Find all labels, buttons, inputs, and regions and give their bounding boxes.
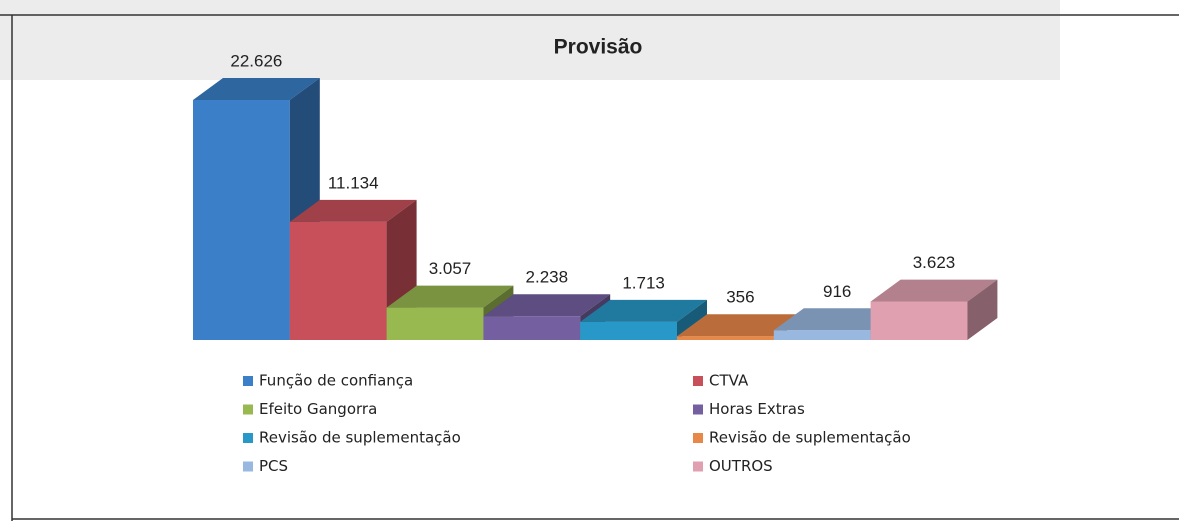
legend-label: Revisão de suplementação — [259, 429, 461, 447]
chart-title: Provisão — [554, 36, 643, 59]
value-label: 916 — [823, 282, 851, 301]
legend-label: Horas Extras — [709, 400, 805, 418]
bar-side — [967, 279, 998, 340]
bar-top — [193, 78, 320, 100]
legend-swatch — [693, 376, 703, 386]
bar-front — [870, 301, 968, 340]
bar-front — [677, 336, 774, 340]
legend-label: Função de confiança — [259, 372, 413, 390]
scan-bleed — [0, 0, 1060, 80]
legend-swatch — [243, 461, 253, 472]
bar-front — [483, 316, 581, 340]
bar-front — [773, 330, 871, 340]
legend-swatch — [693, 433, 703, 443]
bar-front — [386, 307, 484, 340]
bar-front — [289, 221, 387, 340]
legend-swatch — [693, 461, 703, 472]
legend-label: PCS — [259, 457, 288, 475]
bar-side — [677, 299, 707, 340]
legend-label: Revisão de suplementação — [709, 429, 911, 447]
bar-top — [289, 199, 417, 222]
legend-swatch — [243, 433, 253, 443]
value-label: 3.057 — [429, 259, 472, 278]
bar-top — [483, 294, 611, 317]
bar-top — [677, 314, 804, 337]
value-label: 22.626 — [230, 51, 282, 70]
legend-label: CTVA — [709, 372, 749, 390]
bar-top — [580, 299, 707, 322]
bar-top — [386, 285, 514, 308]
value-label: 2.238 — [526, 268, 569, 287]
legend-swatch — [243, 404, 253, 415]
value-label: 356 — [726, 288, 754, 307]
bar-top — [870, 279, 998, 302]
value-label: 3.623 — [913, 253, 956, 272]
bar-front — [580, 321, 677, 340]
bar-front — [193, 100, 290, 340]
legend-swatch — [693, 404, 703, 415]
legend-swatch — [243, 376, 253, 386]
value-label: 11.134 — [328, 173, 379, 192]
bar-top — [773, 308, 901, 331]
legend-label: Efeito Gangorra — [259, 400, 377, 418]
legend-label: OUTROS — [709, 457, 773, 475]
value-label: 1.713 — [622, 273, 665, 292]
